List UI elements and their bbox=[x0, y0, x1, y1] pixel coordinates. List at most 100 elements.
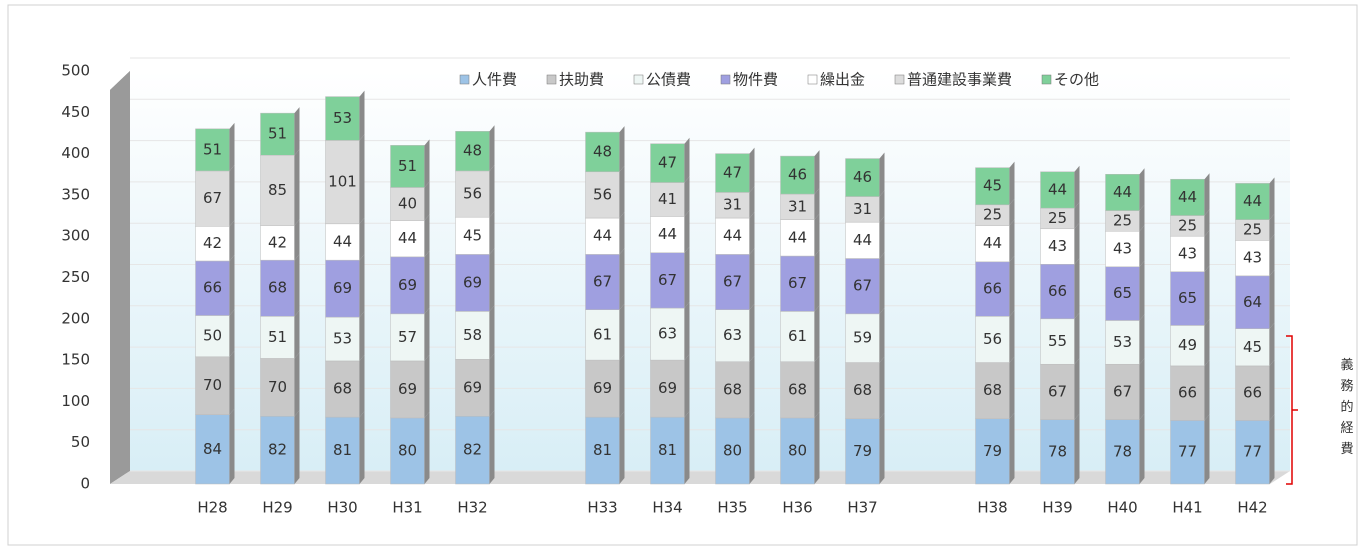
data-label: 79 bbox=[853, 442, 872, 460]
data-label: 56 bbox=[463, 185, 482, 203]
data-label: 70 bbox=[203, 376, 222, 394]
data-label: 81 bbox=[658, 441, 677, 459]
legend-label: 扶助費 bbox=[559, 71, 604, 89]
legend-label: 物件費 bbox=[733, 71, 778, 89]
data-label: 68 bbox=[983, 381, 1002, 399]
data-label: 42 bbox=[203, 234, 222, 252]
bar-side bbox=[294, 310, 300, 359]
data-label: 85 bbox=[268, 181, 287, 199]
data-label: 69 bbox=[398, 276, 417, 294]
bar-side bbox=[1139, 358, 1145, 420]
bar-segment bbox=[195, 226, 230, 262]
bar-segment bbox=[1235, 183, 1270, 220]
data-label: 65 bbox=[1178, 289, 1197, 307]
bar-side bbox=[424, 411, 430, 484]
data-label: 67 bbox=[723, 273, 742, 291]
bar-side bbox=[1269, 359, 1275, 421]
data-label: 81 bbox=[593, 441, 612, 459]
legend-swatch bbox=[633, 74, 644, 85]
data-label: 61 bbox=[593, 325, 612, 343]
data-label: 67 bbox=[1048, 382, 1067, 400]
annotation: 義務的経費 bbox=[1338, 357, 1354, 463]
data-label: 66 bbox=[1178, 384, 1197, 402]
bar-segment bbox=[260, 112, 295, 156]
data-label: 42 bbox=[268, 233, 287, 251]
bar-segment bbox=[975, 261, 1010, 317]
bar-side bbox=[1009, 161, 1015, 205]
legend-swatch bbox=[1041, 74, 1052, 85]
bar-side bbox=[1074, 202, 1080, 229]
data-label: 82 bbox=[268, 441, 287, 459]
bar-segment bbox=[455, 170, 490, 218]
bar-segment bbox=[455, 216, 490, 255]
bar-side bbox=[229, 220, 235, 261]
bar-side bbox=[424, 307, 430, 361]
data-label: 44 bbox=[983, 234, 1002, 252]
data-label: 25 bbox=[1243, 221, 1262, 239]
bar-side bbox=[1009, 219, 1015, 262]
data-label: 45 bbox=[463, 226, 482, 244]
bar-side bbox=[619, 354, 625, 418]
data-label: 69 bbox=[333, 279, 352, 297]
data-label: 69 bbox=[658, 379, 677, 397]
data-label: 68 bbox=[333, 380, 352, 398]
bar-side bbox=[814, 411, 820, 484]
data-label: 56 bbox=[983, 330, 1002, 348]
bar-side bbox=[619, 165, 625, 219]
data-label: 68 bbox=[788, 380, 807, 398]
bar-side bbox=[1009, 356, 1015, 419]
bar-segment bbox=[650, 182, 685, 217]
bar-side bbox=[814, 355, 820, 418]
data-label: 47 bbox=[658, 154, 677, 172]
bar-side bbox=[424, 139, 430, 188]
bar-side bbox=[1269, 269, 1275, 329]
legend-swatch bbox=[894, 74, 905, 85]
data-label: 82 bbox=[463, 441, 482, 459]
bar-side bbox=[1204, 265, 1210, 326]
data-label: 47 bbox=[723, 164, 742, 182]
data-label: 80 bbox=[723, 441, 742, 459]
bar-segment bbox=[780, 193, 815, 220]
bar-side bbox=[1139, 204, 1145, 232]
bar-segment bbox=[260, 316, 295, 359]
bar-segment bbox=[1170, 420, 1205, 485]
bar-segment bbox=[715, 417, 750, 485]
data-label: 53 bbox=[333, 109, 352, 127]
bar-segment bbox=[780, 417, 815, 485]
data-label: 43 bbox=[1178, 244, 1197, 262]
bar-segment bbox=[1170, 235, 1205, 272]
bar-side bbox=[1009, 198, 1015, 226]
x-tick-label: H39 bbox=[1042, 499, 1072, 517]
bar-segment bbox=[325, 316, 360, 362]
bar-segment bbox=[1170, 365, 1205, 421]
bar-side bbox=[1139, 260, 1145, 321]
y-tick-label: 50 bbox=[71, 433, 90, 451]
data-label: 79 bbox=[983, 442, 1002, 460]
bar-side bbox=[619, 248, 625, 310]
bar-side bbox=[294, 107, 300, 156]
data-label: 63 bbox=[723, 326, 742, 344]
bar-side bbox=[229, 254, 235, 316]
data-label: 44 bbox=[788, 228, 807, 246]
bar-segment bbox=[1105, 174, 1140, 211]
bar-side bbox=[359, 311, 365, 361]
y-tick-label: 400 bbox=[61, 144, 90, 162]
bar-segment bbox=[975, 167, 1010, 206]
bar-side bbox=[814, 213, 820, 257]
bar-side bbox=[1269, 234, 1275, 276]
bar-side bbox=[424, 250, 430, 314]
bar-side bbox=[229, 408, 235, 484]
data-label: 59 bbox=[853, 329, 872, 347]
bar-segment bbox=[1170, 325, 1205, 367]
bar-side bbox=[1139, 413, 1145, 484]
bar-side bbox=[619, 411, 625, 484]
bar-side bbox=[749, 303, 755, 362]
data-label: 45 bbox=[983, 177, 1002, 195]
bar-side bbox=[229, 350, 235, 415]
bar-segment bbox=[1235, 275, 1270, 329]
bar-segment bbox=[585, 416, 620, 485]
legend-swatch bbox=[459, 74, 470, 85]
data-label: 31 bbox=[853, 200, 872, 218]
bar-segment bbox=[780, 361, 815, 419]
bar-side bbox=[879, 216, 885, 259]
